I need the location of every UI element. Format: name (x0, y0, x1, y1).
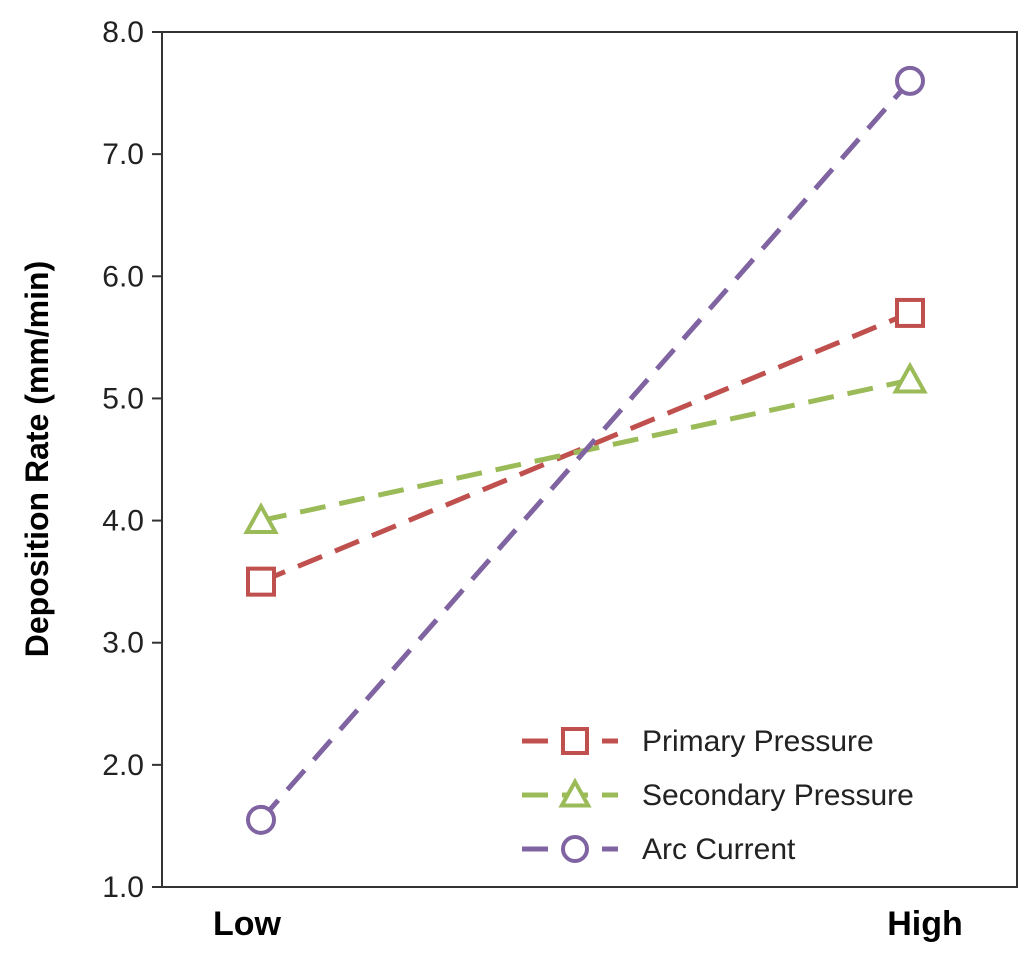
y-axis-ticks: 1.0 2.0 3.0 4.0 5.0 6.0 7.0 8.0 (102, 16, 162, 904)
legend-label: Primary Pressure (642, 725, 874, 758)
legend-label: Arc Current (642, 833, 796, 866)
square-marker (561, 727, 589, 755)
triangle-marker (243, 502, 279, 535)
y-tick-label: 5.0 (102, 382, 144, 415)
x-axis-categories: Low High (213, 905, 963, 943)
legend-label: Secondary Pressure (642, 779, 914, 812)
y-tick-label: 7.0 (102, 138, 144, 171)
y-tick-label: 3.0 (102, 627, 144, 660)
series-line (260, 310, 911, 584)
circle-marker (561, 835, 589, 863)
series-layer (243, 65, 928, 835)
legend-item: Arc Current (522, 833, 796, 866)
circle-marker (895, 65, 925, 96)
plot-area (161, 31, 1018, 888)
triangle-marker (892, 361, 928, 394)
legend-item: Primary Pressure (522, 725, 874, 758)
legend-item: Secondary Pressure (522, 777, 914, 812)
y-tick-label: 8.0 (102, 16, 144, 49)
square-marker (895, 297, 925, 328)
y-tick-label: 2.0 (102, 749, 144, 782)
x-category-label: High (887, 905, 963, 943)
series-arc-current (246, 65, 925, 835)
y-tick-label: 6.0 (102, 260, 144, 293)
x-category-label: Low (213, 905, 282, 943)
series-primary-pressure (246, 297, 925, 597)
y-tick-label: 1.0 (102, 871, 144, 904)
triangle-marker (558, 777, 592, 808)
y-axis-title: Deposition Rate (mm/min) (19, 261, 55, 657)
series-line (259, 79, 912, 822)
square-marker (246, 566, 276, 597)
y-tick-label: 4.0 (102, 505, 144, 538)
legend: Primary Pressure Secondary Pressure Arc Cu… (522, 725, 914, 866)
circle-marker (246, 804, 276, 835)
